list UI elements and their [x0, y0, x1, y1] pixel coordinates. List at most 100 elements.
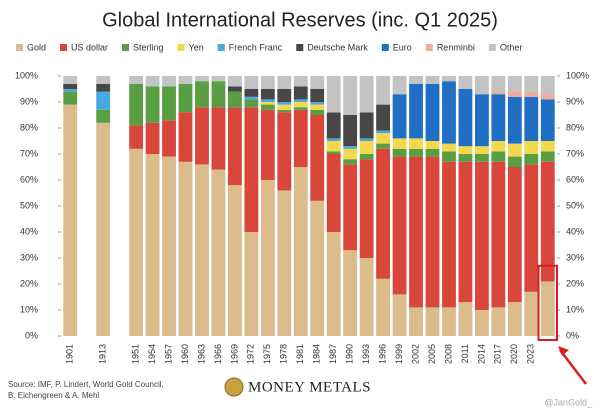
bar-segment	[326, 154, 341, 232]
bar-segment	[260, 109, 275, 180]
legend-label: Gold	[27, 42, 46, 52]
bar-segment	[359, 154, 374, 160]
bar-segment	[96, 76, 111, 84]
bar-segment	[178, 76, 193, 84]
bar-segment	[507, 156, 522, 167]
y-tick-label: 40%	[20, 226, 38, 236]
y2-tick-label: 70%	[566, 148, 584, 158]
bar-segment	[277, 102, 292, 105]
bar-segment	[524, 154, 539, 165]
y2-tick-label: 50%	[566, 200, 584, 210]
bar-segment	[244, 107, 259, 232]
bar-segment	[507, 91, 522, 97]
y2-tick-label: 20%	[566, 278, 584, 288]
x-tick-label: 1981	[295, 344, 305, 364]
y-tick-label: 80%	[20, 122, 38, 132]
bar-segment	[326, 76, 341, 113]
x-tick-label: 1999	[394, 344, 404, 364]
y2-tick-label: 90%	[566, 96, 584, 106]
y-tick-label: 10%	[20, 304, 38, 314]
bar-segment	[474, 310, 489, 336]
bar-segment	[392, 148, 407, 157]
bar-segment	[343, 76, 358, 115]
bar-segment	[409, 148, 423, 157]
bar-segment	[260, 89, 275, 100]
bar-segment	[293, 102, 308, 108]
bar-segment	[442, 143, 456, 152]
bar-segment	[540, 281, 555, 336]
y2-tick-label: 30%	[566, 252, 584, 262]
bar-segment	[326, 112, 341, 139]
plot-area: 0% 10% 20% 30% 40% 50% 60% 70% 80% 90% 100% 0% 10% 20…	[15, 70, 589, 385]
y2-tick-label: 80%	[566, 122, 584, 132]
bar-segment	[359, 112, 374, 139]
bar-segment	[491, 141, 506, 152]
bar-segment	[524, 291, 539, 336]
x-tick-label: 1996	[377, 344, 387, 364]
bar-segment	[376, 104, 391, 131]
x-tick-label: 1963	[196, 344, 206, 364]
bar-segment	[260, 180, 275, 336]
legend-swatch	[16, 44, 23, 51]
x-tick-label: 2023	[526, 344, 536, 364]
bar-segment	[392, 94, 407, 139]
legend-swatch	[60, 44, 68, 51]
bar-segment	[392, 138, 407, 149]
bar-segment	[491, 91, 506, 95]
x-tick-label: 1993	[361, 344, 371, 364]
source-note: Source: IMF, P. Lindert, World Gold Coun…	[8, 380, 164, 400]
x-tick-label: 2011	[460, 344, 470, 363]
legend-label: Other	[500, 42, 523, 52]
bar-segment	[376, 133, 391, 144]
bar-segment	[293, 109, 308, 167]
bar-segment	[540, 161, 555, 282]
bar-segment	[260, 102, 275, 105]
bar-segment	[63, 104, 78, 336]
bar-segment	[425, 156, 440, 308]
y2-tick-label: 60%	[566, 174, 584, 184]
highlight-arrowhead	[558, 346, 569, 356]
bar-segment	[244, 76, 259, 89]
bar-segment	[343, 250, 358, 336]
bar-segment	[310, 109, 325, 115]
bar-segment	[540, 99, 555, 141]
bar-segment	[310, 115, 325, 201]
bar-segment	[63, 83, 78, 89]
bar-segment	[277, 112, 292, 191]
bar-segment	[195, 164, 209, 336]
bar-segment	[442, 81, 456, 144]
bar-segment	[474, 94, 489, 147]
bar-segment	[507, 76, 522, 92]
bar-segment	[277, 109, 292, 113]
bar-segment	[409, 307, 423, 336]
bar-segment	[326, 232, 341, 336]
bar-segment	[145, 76, 160, 87]
bar-segment	[474, 146, 489, 154]
x-tick-label: 2002	[410, 344, 420, 364]
bar-segment	[96, 91, 111, 110]
logo-icon	[224, 377, 244, 397]
bar-segment	[162, 120, 176, 157]
bar-segment	[442, 151, 456, 162]
bar-segment	[96, 122, 111, 336]
bar-segment	[227, 86, 242, 92]
x-tick-label: 1913	[98, 344, 108, 364]
bar-segment	[178, 161, 193, 336]
bar-segment	[474, 154, 489, 162]
x-tick-label: 2014	[476, 344, 486, 364]
bar-segment	[145, 86, 160, 123]
bar-segment	[195, 81, 209, 108]
bar-segment	[458, 154, 473, 162]
bar-segment	[376, 148, 391, 279]
bar-segment	[491, 94, 506, 141]
bar-segment	[244, 89, 259, 97]
bar-segment	[96, 83, 111, 92]
bar-segment	[129, 83, 144, 126]
bar-segment	[162, 86, 176, 121]
bar-segment	[129, 148, 144, 336]
bar-segment	[63, 89, 78, 92]
bar-segment	[260, 76, 275, 89]
bar-segment	[227, 76, 242, 87]
x-tick-label: 1969	[229, 344, 239, 364]
bar-segment	[227, 185, 242, 336]
